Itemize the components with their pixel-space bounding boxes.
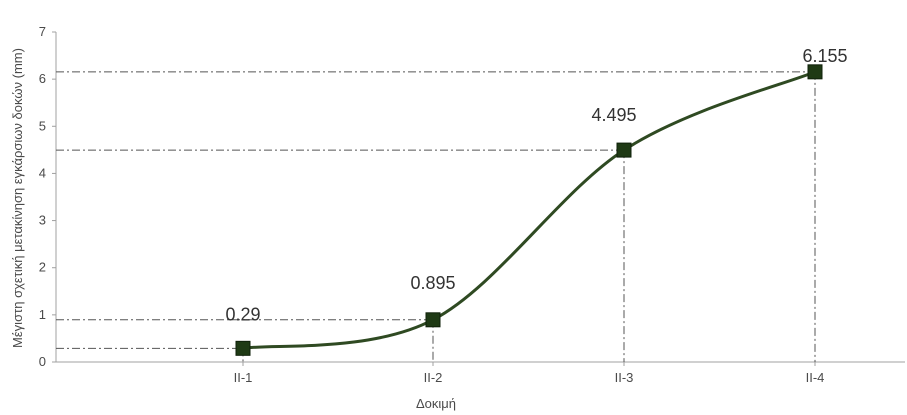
series	[235, 64, 823, 356]
x-axis-title: Δοκιμή	[416, 396, 456, 411]
x-tick-label: II-3	[615, 370, 634, 385]
reference-guides	[56, 71, 816, 362]
data-label: 4.495	[591, 105, 636, 125]
series-line	[241, 70, 817, 350]
data-label: 6.155	[802, 46, 847, 66]
data-labels: 0.29 0.895 4.495 6.155	[225, 46, 847, 324]
y-tick-label: 5	[39, 118, 46, 133]
y-tick-label: 7	[39, 24, 46, 39]
data-point-marker	[616, 142, 632, 158]
data-label: 0.29	[225, 304, 260, 324]
data-point-marker	[235, 340, 251, 356]
y-axis-title: Μέγιστη σχετική μετακίνηση εγκάρσιων δοκ…	[10, 48, 25, 348]
y-tick-label: 6	[39, 71, 46, 86]
x-tick-label: II-1	[234, 370, 253, 385]
y-tick-labels: 0 1 2 3 4 5 6 7	[39, 24, 46, 369]
y-tick-label: 0	[39, 354, 46, 369]
y-tick-label: 2	[39, 260, 46, 275]
x-tick-labels: II-1 II-2 II-3 II-4	[234, 370, 825, 385]
y-tick-label: 1	[39, 307, 46, 322]
x-tick-label: II-4	[806, 370, 825, 385]
data-point-marker	[425, 312, 441, 328]
y-tick-label: 3	[39, 213, 46, 228]
data-label: 0.895	[410, 273, 455, 293]
y-tick-label: 4	[39, 165, 46, 180]
x-tick-label: II-2	[424, 370, 443, 385]
axes	[52, 31, 905, 366]
data-point-marker	[807, 64, 823, 80]
